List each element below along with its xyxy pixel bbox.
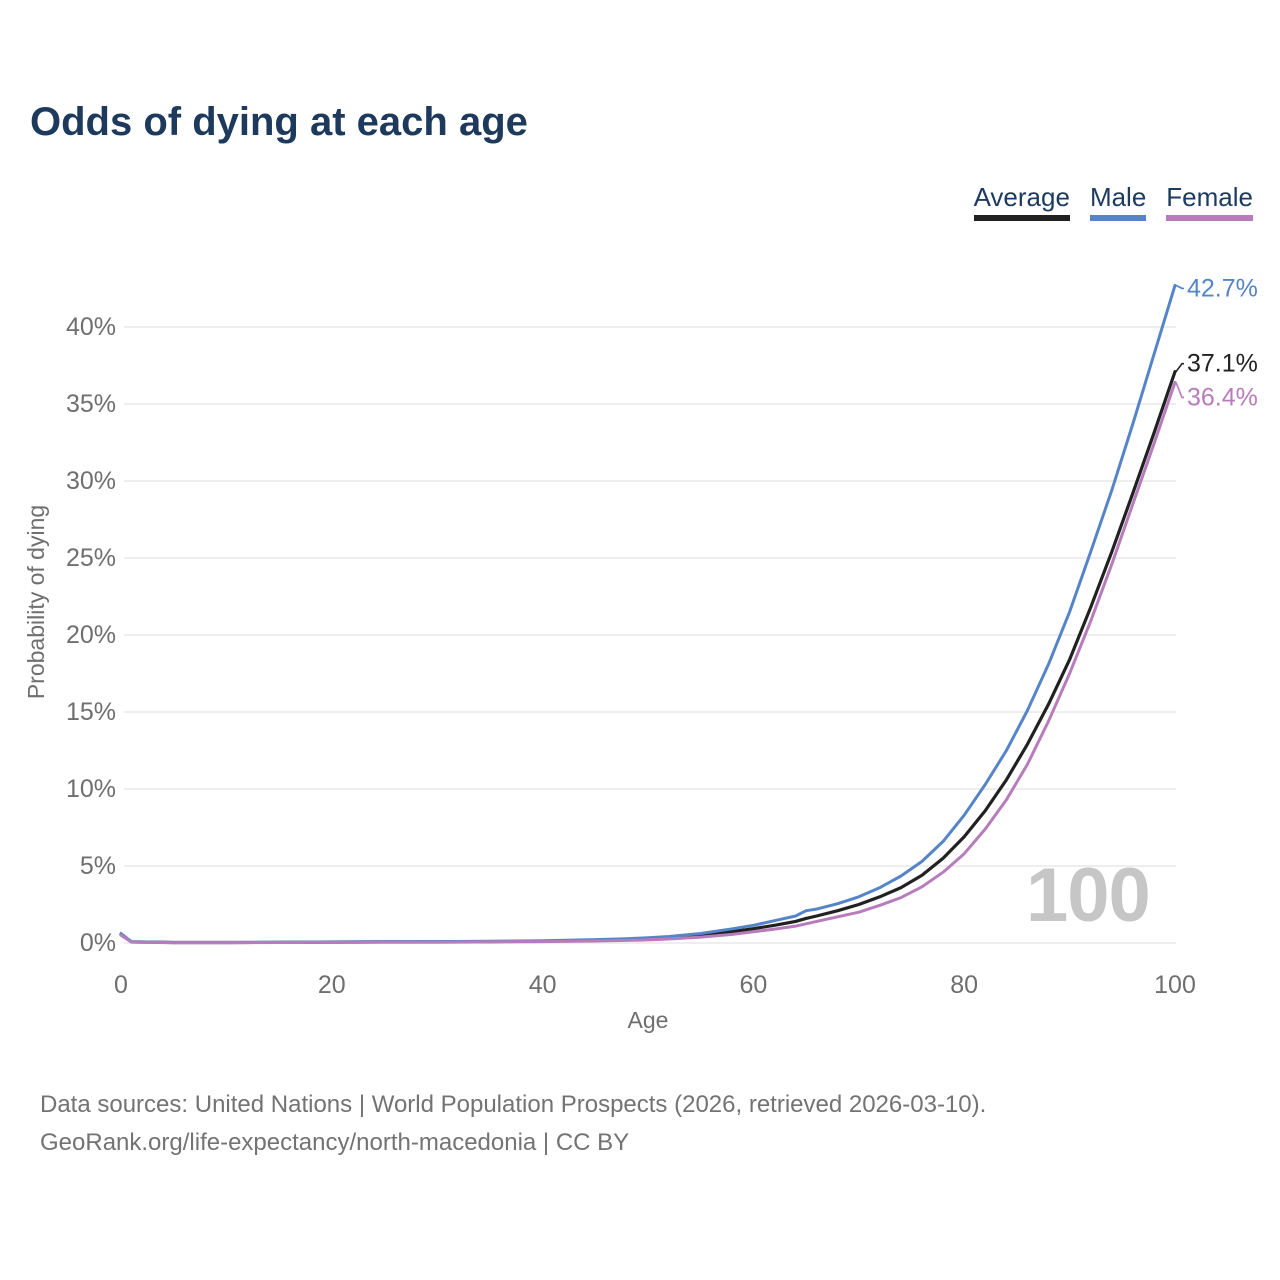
end-label-female: 36.4% [1187,383,1258,411]
x-axis-title: Age [628,1007,669,1033]
y-tick-label: 35% [66,390,116,418]
series-line-male [119,283,1177,944]
x-tick-label: 80 [950,971,978,999]
x-tick-label: 100 [1154,971,1196,999]
series-line-average [119,370,1177,945]
footer: Data sources: United Nations | World Pop… [40,1086,1240,1162]
legend: Average Male Female [973,182,1253,222]
legend-item-female[interactable]: Female [1166,182,1253,222]
y-axis-title: Probability of dying [23,505,49,699]
y-tick-label: 15% [66,698,116,726]
y-tick-label: 10% [66,775,116,803]
end-label-connector [1175,382,1184,399]
y-tick-label: 5% [80,852,116,880]
y-tick-label: 30% [66,467,116,495]
y-tick-label: 20% [66,621,116,649]
end-label-male: 42.7% [1187,274,1258,302]
watermark-age-indicator: 100 [1026,853,1151,938]
legend-item-average[interactable]: Average [973,182,1070,222]
y-tick-label: 0% [80,929,116,957]
series-line-female [119,380,1177,945]
legend-item-male[interactable]: Male [1089,182,1147,222]
legend-item-label: Female [1166,182,1253,212]
footer-source-line: Data sources: United Nations | World Pop… [40,1091,987,1118]
footer-license-line: GeoRank.org/life-expectancy/north-macedo… [40,1129,630,1156]
x-tick-label: 20 [318,971,346,999]
end-label-connector [1175,362,1184,373]
y-tick-label: 40% [66,313,116,341]
x-tick-label: 60 [739,971,767,999]
x-tick-label: 0 [114,971,128,999]
legend-item-label: Male [1089,182,1147,212]
legend-item-label: Average [973,182,1070,212]
y-tick-label: 25% [66,544,116,572]
x-tick-label: 40 [529,971,557,999]
page-title: Odds of dying at each age [30,100,528,144]
end-label-average: 37.1% [1187,350,1258,378]
end-label-connector [1175,284,1184,290]
